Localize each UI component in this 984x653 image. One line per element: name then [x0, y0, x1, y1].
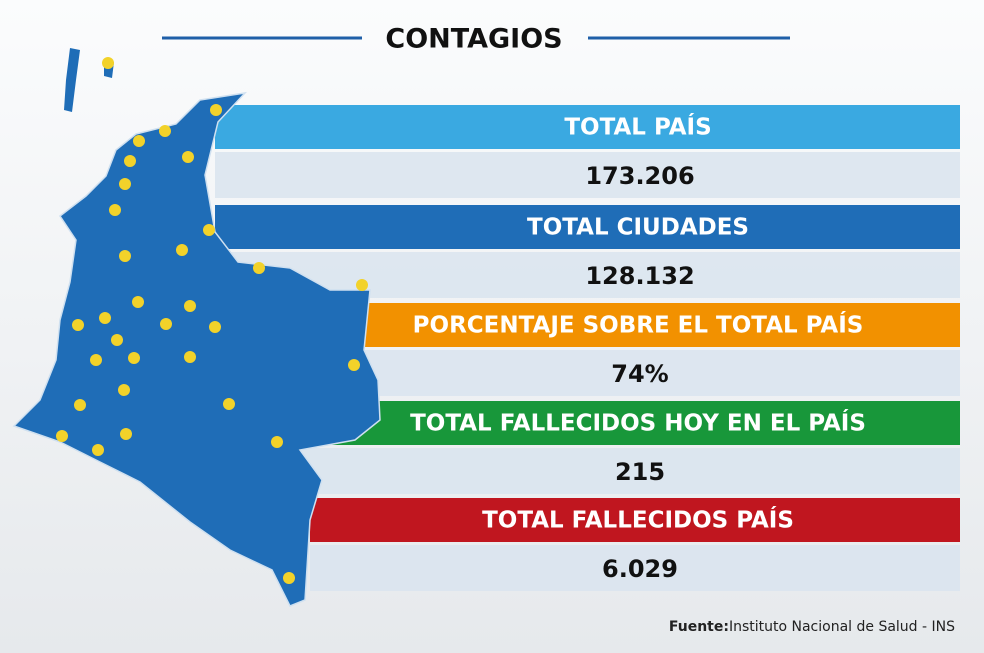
- row-header-bar: [360, 303, 960, 347]
- row-value-bar: [300, 448, 960, 494]
- row-value-bar: [360, 350, 960, 396]
- source: Fuente:Instituto Nacional de Salud - INS: [669, 619, 955, 635]
- row-header-bar: [215, 105, 960, 149]
- title: CONTAGIOS: [385, 24, 562, 55]
- row-label: TOTAL FALLECIDOS PAÍS: [482, 506, 794, 534]
- row-value: 173.206: [585, 162, 694, 190]
- row-value-bar: [215, 152, 960, 198]
- pins: [56, 57, 368, 584]
- row-value: 74%: [611, 360, 668, 388]
- colombia-map: [12, 91, 381, 607]
- row-label: TOTAL CIUDADES: [527, 215, 749, 241]
- source-text: Instituto Nacional de Salud - INS: [729, 619, 955, 635]
- map: [12, 48, 381, 607]
- row-label: PORCENTAJE SOBRE EL TOTAL PAÍS: [413, 311, 864, 339]
- island: [64, 48, 80, 112]
- row-label: TOTAL PAÍS: [564, 113, 711, 141]
- rows: TOTAL PAÍS 173.206 TOTAL CIUDADES 128.132 PO…: [215, 105, 960, 591]
- row-value-bar: [310, 545, 960, 591]
- row-value: 215: [615, 458, 665, 486]
- row-header-bar: [310, 498, 960, 542]
- source-label: Fuente:: [669, 619, 729, 635]
- row-label: TOTAL FALLECIDOS HOY EN EL PAÍS: [410, 409, 866, 437]
- row-value: 128.132: [585, 262, 694, 290]
- row-header-bar: [300, 401, 960, 445]
- row-header-bar: [215, 205, 960, 249]
- row-value: 6.029: [602, 555, 678, 583]
